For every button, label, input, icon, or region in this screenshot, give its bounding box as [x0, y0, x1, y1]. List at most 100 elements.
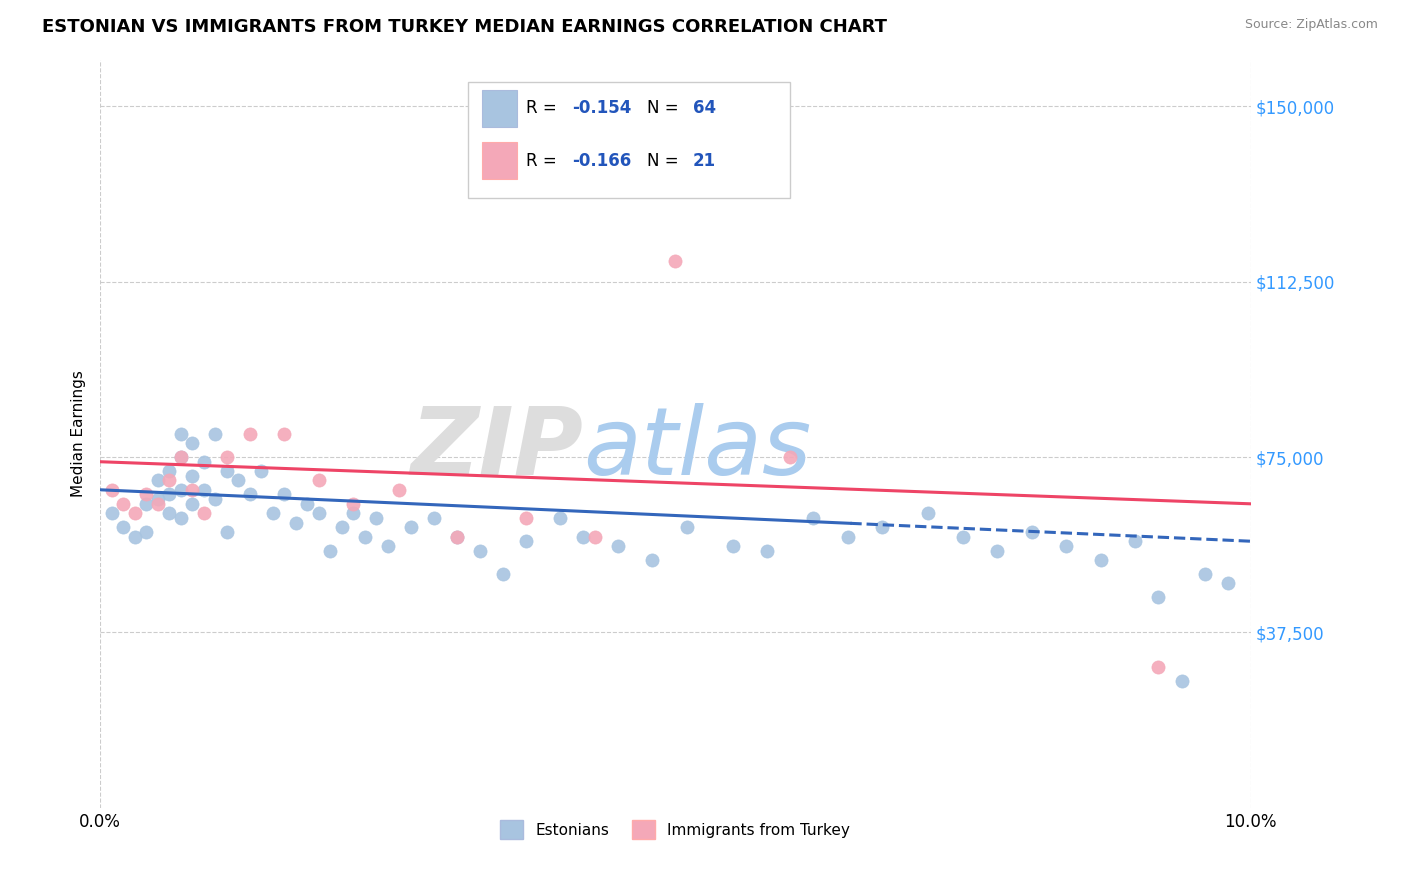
- Point: [388, 483, 411, 497]
- Point: [215, 450, 238, 464]
- Point: [837, 530, 859, 544]
- Point: [226, 474, 249, 488]
- Point: [952, 530, 974, 544]
- Point: [124, 506, 146, 520]
- Point: [112, 520, 135, 534]
- Point: [169, 511, 191, 525]
- Point: [169, 450, 191, 464]
- Point: [135, 524, 157, 539]
- Text: ESTONIAN VS IMMIGRANTS FROM TURKEY MEDIAN EARNINGS CORRELATION CHART: ESTONIAN VS IMMIGRANTS FROM TURKEY MEDIA…: [42, 18, 887, 36]
- Point: [353, 530, 375, 544]
- Point: [1147, 660, 1170, 674]
- Text: Source: ZipAtlas.com: Source: ZipAtlas.com: [1244, 18, 1378, 31]
- Text: N =: N =: [647, 152, 683, 169]
- Point: [308, 474, 330, 488]
- Point: [366, 511, 388, 525]
- Point: [1147, 591, 1170, 605]
- Point: [181, 436, 204, 450]
- Point: [181, 497, 204, 511]
- Point: [721, 539, 744, 553]
- Point: [284, 516, 307, 530]
- Point: [157, 464, 180, 478]
- Point: [1021, 524, 1043, 539]
- Point: [1056, 539, 1078, 553]
- Point: [273, 487, 295, 501]
- Point: [872, 520, 894, 534]
- Text: N =: N =: [647, 99, 683, 117]
- Point: [169, 450, 191, 464]
- Point: [146, 497, 169, 511]
- Point: [215, 524, 238, 539]
- Y-axis label: Median Earnings: Median Earnings: [72, 370, 86, 497]
- Point: [135, 497, 157, 511]
- Point: [548, 511, 571, 525]
- Text: 64: 64: [693, 99, 716, 117]
- Text: R =: R =: [526, 99, 562, 117]
- Point: [146, 492, 169, 507]
- Point: [446, 530, 468, 544]
- Point: [215, 464, 238, 478]
- Point: [572, 530, 595, 544]
- Point: [986, 543, 1008, 558]
- Point: [124, 530, 146, 544]
- Point: [239, 426, 262, 441]
- Text: R =: R =: [526, 152, 562, 169]
- Point: [422, 511, 444, 525]
- Point: [239, 487, 262, 501]
- Point: [399, 520, 422, 534]
- Text: -0.166: -0.166: [572, 152, 631, 169]
- Point: [1090, 553, 1112, 567]
- Point: [146, 474, 169, 488]
- Point: [515, 511, 537, 525]
- Point: [169, 426, 191, 441]
- FancyBboxPatch shape: [482, 142, 516, 179]
- Point: [193, 506, 215, 520]
- Point: [169, 483, 191, 497]
- Point: [157, 474, 180, 488]
- Point: [779, 450, 801, 464]
- Point: [273, 426, 295, 441]
- Point: [181, 483, 204, 497]
- Point: [377, 539, 399, 553]
- Point: [468, 543, 491, 558]
- Point: [342, 506, 364, 520]
- Point: [1125, 534, 1147, 549]
- Point: [135, 487, 157, 501]
- Point: [262, 506, 284, 520]
- Text: ZIP: ZIP: [411, 402, 583, 495]
- Point: [330, 520, 353, 534]
- Point: [181, 468, 204, 483]
- Point: [446, 530, 468, 544]
- Legend: Estonians, Immigrants from Turkey: Estonians, Immigrants from Turkey: [495, 814, 856, 845]
- Point: [583, 530, 606, 544]
- FancyBboxPatch shape: [468, 82, 790, 198]
- Point: [193, 483, 215, 497]
- Point: [204, 492, 226, 507]
- Text: -0.154: -0.154: [572, 99, 631, 117]
- Point: [157, 487, 180, 501]
- Text: atlas: atlas: [583, 403, 811, 494]
- Text: 21: 21: [693, 152, 716, 169]
- Point: [675, 520, 697, 534]
- Point: [250, 464, 273, 478]
- Point: [917, 506, 939, 520]
- Point: [157, 506, 180, 520]
- Point: [756, 543, 779, 558]
- Point: [193, 455, 215, 469]
- Point: [1216, 576, 1239, 591]
- Point: [319, 543, 342, 558]
- Point: [295, 497, 318, 511]
- Point: [492, 566, 515, 581]
- Point: [204, 426, 226, 441]
- Point: [308, 506, 330, 520]
- Point: [100, 483, 122, 497]
- Point: [515, 534, 537, 549]
- Point: [342, 497, 364, 511]
- Point: [1194, 566, 1216, 581]
- FancyBboxPatch shape: [482, 89, 516, 127]
- Point: [664, 253, 686, 268]
- Point: [112, 497, 135, 511]
- Point: [641, 553, 664, 567]
- Point: [803, 511, 825, 525]
- Point: [100, 506, 122, 520]
